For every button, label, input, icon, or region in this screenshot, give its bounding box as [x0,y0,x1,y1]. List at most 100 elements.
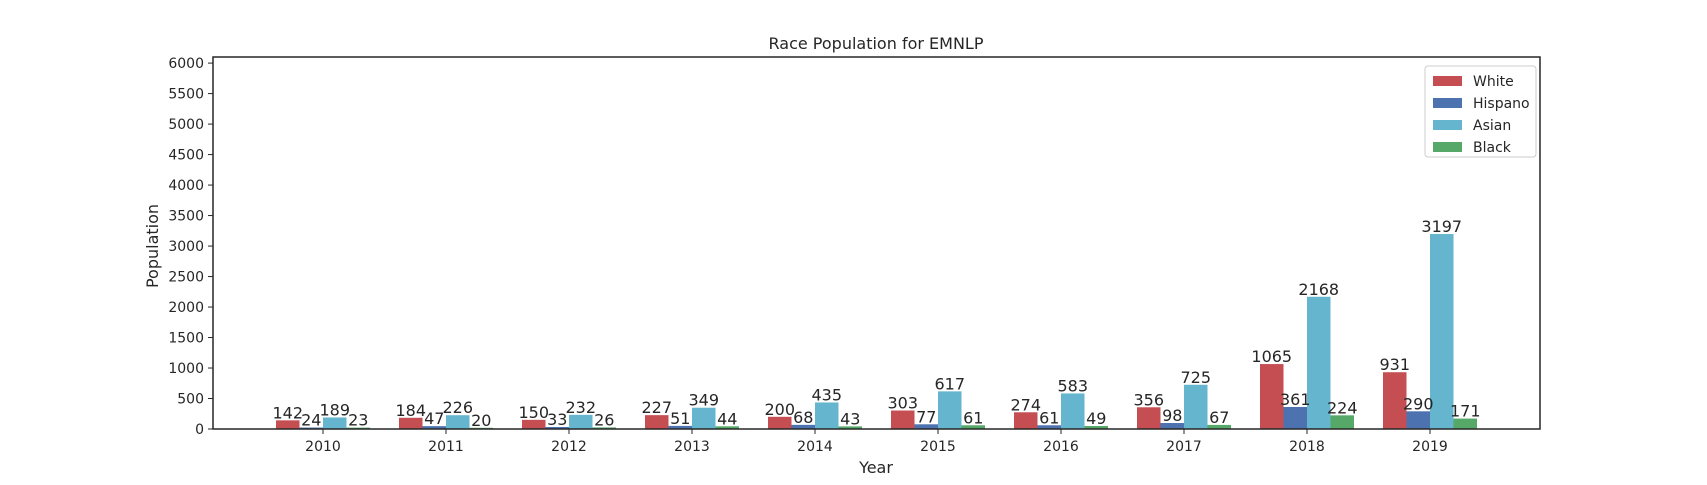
x-tick-label: 2014 [797,439,833,455]
x-tick-label: 2019 [1412,439,1448,455]
bar-hispano [791,424,815,429]
bar-hispano [422,426,446,429]
bar-white [522,419,546,429]
bar-hispano [545,426,569,429]
bars-layer [276,234,1477,429]
bar-value-label: 20 [471,411,491,430]
bar-value-label: 24 [301,411,321,430]
legend-label-hispano: Hispano [1473,96,1530,112]
bar-value-label: 725 [1180,368,1211,387]
y-tick-label: 6000 [168,56,204,72]
y-tick-label: 3000 [168,239,204,255]
bar-value-label: 224 [1327,398,1358,417]
bar-value-label: 349 [688,391,719,410]
y-axis: 0 500 1000 1500 2000 2500 3000 3500 4000 4500 5000… [168,56,213,438]
y-tick-label: 5000 [168,117,204,133]
bar-white [1260,364,1284,429]
y-axis-title: Population [143,204,162,288]
x-tick-label: 2011 [428,439,464,455]
bar-value-label: 61 [1039,408,1059,427]
bar-hispano [914,424,938,429]
legend: White Hispano Asian Black [1424,65,1537,158]
bar-value-label: 232 [565,398,596,417]
bar-value-label: 171 [1450,402,1481,421]
bar-value-label: 3197 [1421,217,1462,236]
bar-hispano [668,425,692,429]
x-tick-label: 2018 [1289,439,1325,455]
bar-asian [323,417,347,429]
bar-asian [1430,234,1454,429]
bar-asian [569,414,593,429]
bar-value-label: 43 [840,409,860,428]
bar-asian [815,402,839,429]
y-tick-label: 0 [195,422,204,438]
bar-value-label: 583 [1057,376,1088,395]
chart-title: Race Population for EMNLP [769,34,984,53]
y-tick-label: 4500 [168,148,204,164]
bar-asian [1061,393,1085,429]
bar-labels-layer: 142 184 150 227 200 303 274 356 1065 931 24 47 33 51 6… [272,217,1480,430]
bar-value-label: 2168 [1298,280,1339,299]
y-tick-label: 1500 [168,331,204,347]
x-tick-label: 2010 [305,439,341,455]
y-tick-label: 4000 [168,178,204,194]
bar-black [1084,426,1108,429]
legend-swatch-black [1433,142,1462,152]
bar-black [1207,424,1231,429]
bar-value-label: 51 [670,409,690,428]
bar-white [645,415,669,429]
x-tick-label: 2017 [1166,439,1202,455]
bar-value-label: 23 [348,411,368,430]
bar-value-label: 142 [272,403,303,422]
x-tick-label: 2015 [920,439,956,455]
bar-asian [938,391,962,429]
bar-white [1383,372,1407,429]
bar-value-label: 1065 [1251,347,1292,366]
legend-label-asian: Asian [1473,118,1511,134]
bar-white [1014,412,1038,429]
bar-black [715,426,739,429]
bar-value-label: 274 [1010,395,1041,414]
bar-value-label: 184 [395,401,426,420]
plot-frame [212,56,1541,430]
bar-value-label: 226 [442,398,473,417]
bar-black [592,427,616,429]
bar-value-label: 227 [641,398,672,417]
bar-value-label: 33 [547,410,567,429]
bar-value-label: 26 [594,410,614,429]
y-tick-label: 3500 [168,209,204,225]
bar-value-label: 77 [916,407,936,426]
x-axis-title: Year [858,458,893,477]
bar-hispano [1406,411,1430,429]
bar-value-label: 617 [934,374,965,393]
legend-label-black: Black [1473,140,1512,156]
bar-value-label: 361 [1280,390,1311,409]
bar-value-label: 200 [764,400,795,419]
bar-asian [1307,296,1331,429]
bar-asian [1184,384,1208,429]
bar-hispano [1283,406,1307,429]
y-tick-label: 2500 [168,270,204,286]
legend-box [1424,65,1537,158]
y-tick-label: 500 [177,392,204,408]
bar-value-label: 150 [518,403,549,422]
bar-value-label: 356 [1133,390,1164,409]
bar-value-label: 67 [1209,408,1229,427]
bar-white [891,410,915,429]
bar-black [1453,418,1477,429]
bar-black [1330,415,1354,429]
bar-value-label: 61 [963,408,983,427]
bar-value-label: 435 [811,385,842,404]
bar-asian [692,407,716,429]
bar-white [276,420,300,429]
bar-value-label: 931 [1379,355,1410,374]
legend-swatch-white [1433,76,1462,86]
x-tick-label: 2013 [674,439,710,455]
y-tick-label: 5500 [168,87,204,103]
y-tick-label: 2000 [168,300,204,316]
bar-value-label: 189 [319,400,350,419]
x-tick-label: 2012 [551,439,587,455]
bar-value-label: 98 [1162,406,1182,425]
